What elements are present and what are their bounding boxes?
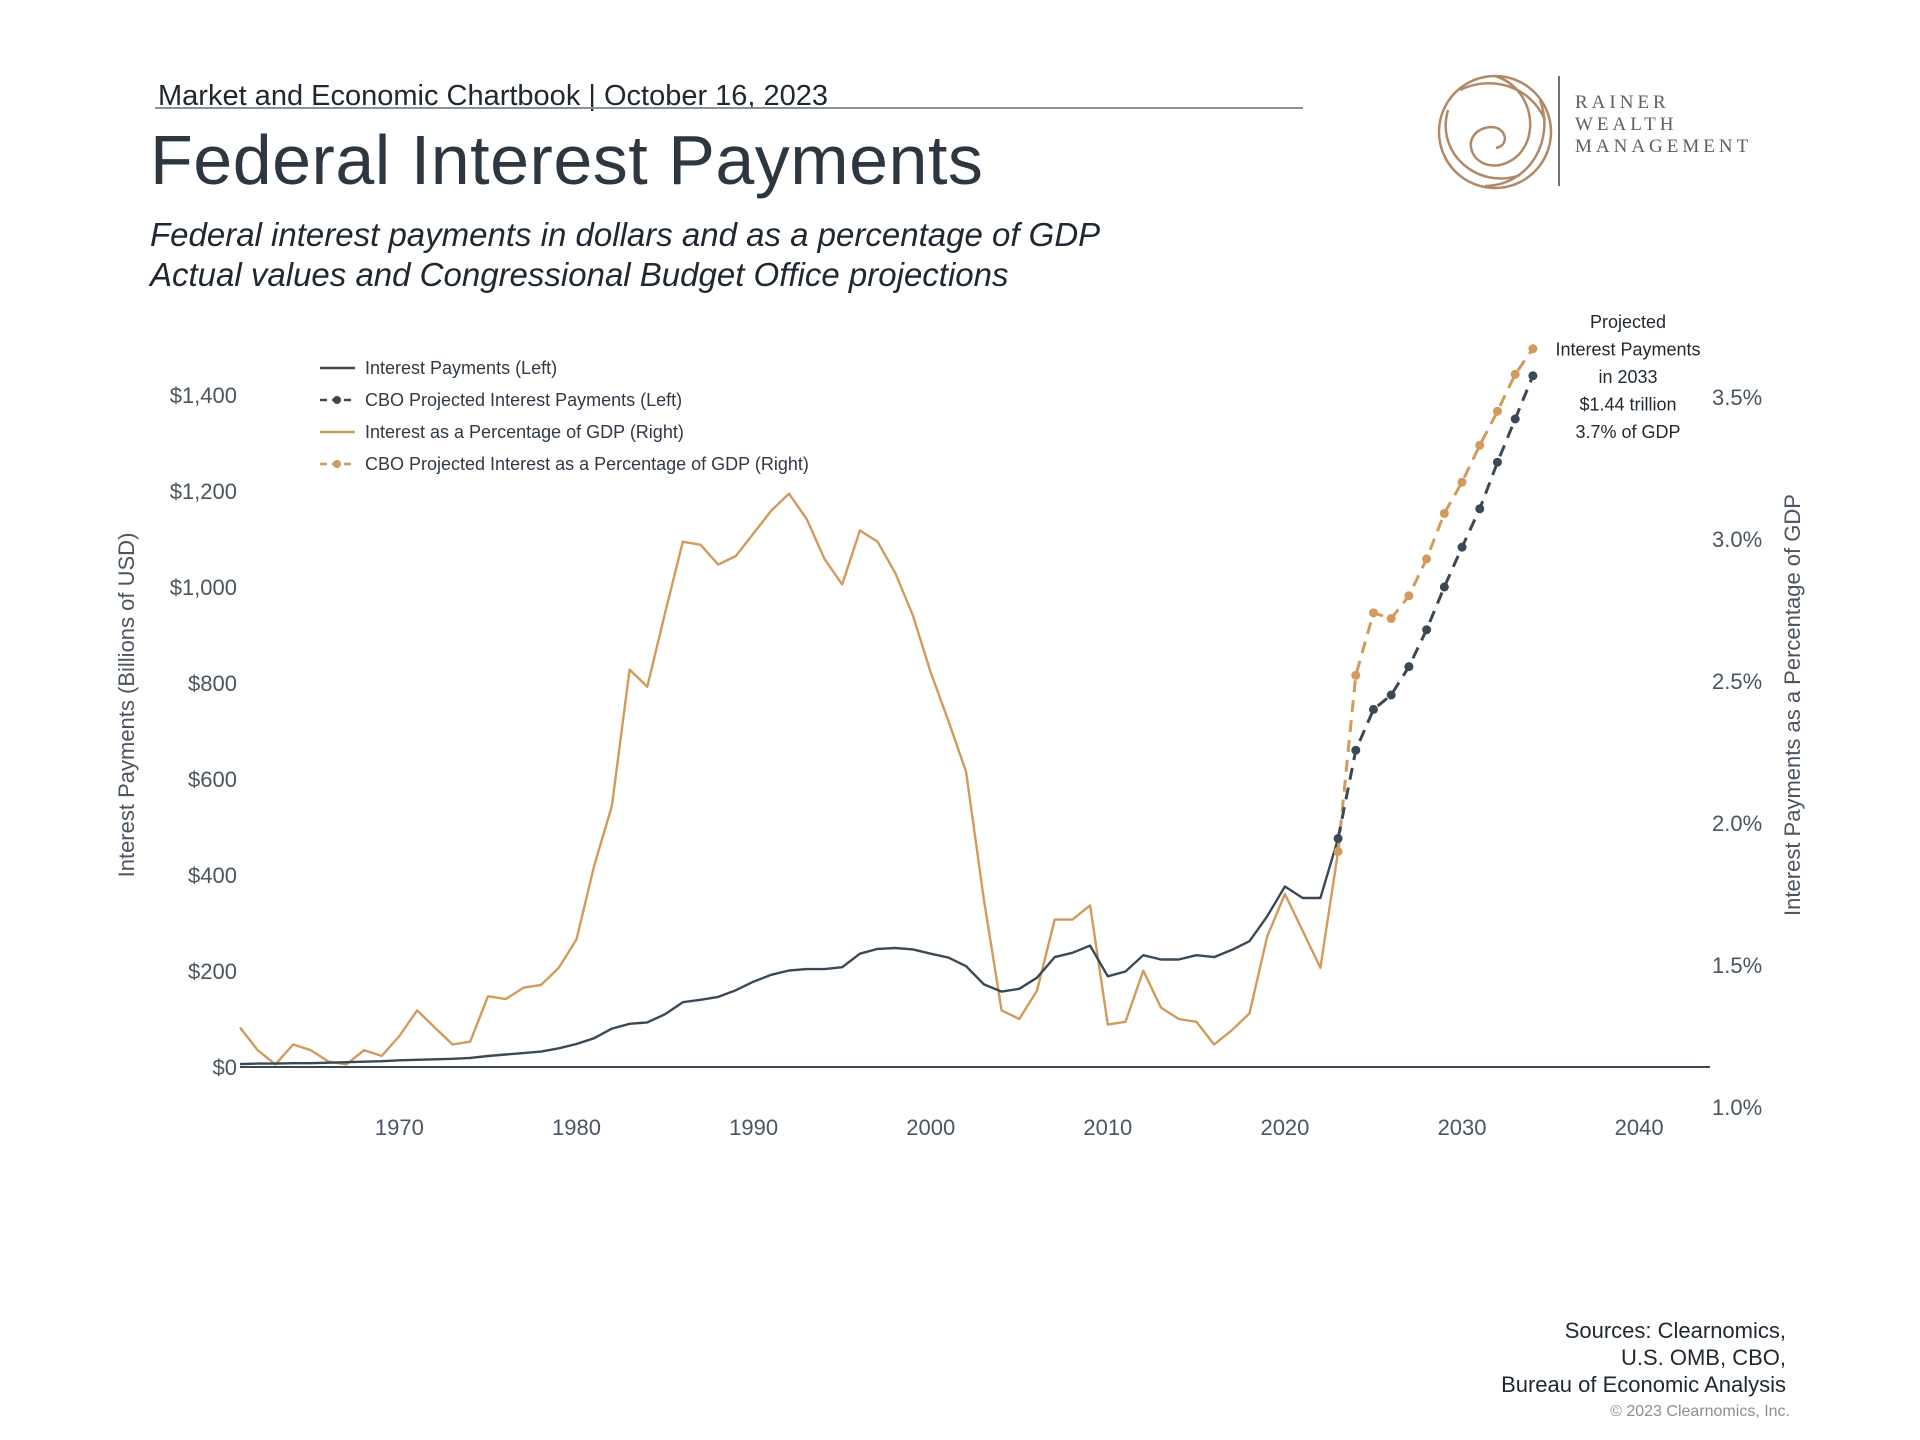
y-right-tick-label: 3.0% — [1712, 527, 1762, 552]
legend-marker — [333, 460, 341, 468]
series-line-0 — [239, 838, 1340, 1066]
annotation-line: 3.7% of GDP — [1575, 422, 1680, 442]
legend-label: CBO Projected Interest as a Percentage o… — [365, 454, 809, 474]
y-left-tick-label: $1,000 — [170, 575, 237, 600]
annotation-line: Projected — [1590, 312, 1666, 332]
header-rule — [155, 107, 1303, 109]
y-left-tick-label: $200 — [188, 959, 237, 984]
y-right-tick-label: 2.0% — [1712, 811, 1762, 836]
projection-annotation: Projected Interest Payments in 2033 $1.44 t… — [1555, 312, 1700, 442]
series-point-3 — [1528, 344, 1538, 354]
logo-line-1: RAINER — [1575, 92, 1670, 113]
x-tick-label: 2020 — [1260, 1115, 1309, 1140]
sources: Sources: Clearnomics, U.S. OMB, CBO, Bur… — [1501, 1317, 1786, 1398]
x-tick-label: 2010 — [1083, 1115, 1132, 1140]
subtitle-line-1: Federal interest payments in dollars and… — [150, 216, 1101, 253]
x-tick-label: 1980 — [552, 1115, 601, 1140]
series-point-1 — [1386, 690, 1396, 700]
series-point-1 — [1333, 834, 1343, 844]
legend-label: Interest Payments (Left) — [365, 358, 557, 378]
series-point-1 — [1510, 414, 1520, 424]
sources-line-1: Sources: Clearnomics, — [1564, 1318, 1786, 1343]
axes-layer: 1970 1980 1990 2000 2010 2020 2030 2040 $0 $200 $4… — [114, 383, 1805, 1140]
y-right-tick-label: 2.5% — [1712, 669, 1762, 694]
y-right-axis-title: Interest Payments as a Percentage of GDP — [1780, 494, 1805, 916]
series-point-3 — [1492, 406, 1502, 416]
copyright: © 2023 Clearnomics, Inc. — [1610, 1403, 1790, 1420]
series-point-1 — [1475, 504, 1485, 514]
y-left-tick-label: $400 — [188, 863, 237, 888]
series-point-1 — [1492, 457, 1502, 467]
series-point-1 — [1528, 371, 1538, 381]
series-line-1 — [1336, 375, 1535, 839]
series-point-3 — [1457, 477, 1467, 487]
series-point-1 — [1368, 704, 1378, 714]
series-point-1 — [1404, 662, 1414, 672]
y-right-tick-label: 1.0% — [1712, 1095, 1762, 1120]
page-title: Federal Interest Payments — [150, 121, 984, 199]
series-point-1 — [1457, 542, 1467, 552]
series-point-1 — [1422, 625, 1432, 635]
chartbook-header: Market and Economic Chartbook | October … — [158, 80, 829, 112]
rainer-logo-icon — [1437, 74, 1553, 190]
y-left-tick-label: $0 — [213, 1055, 237, 1080]
x-tick-label: 1970 — [375, 1115, 424, 1140]
y-left-axis-title: Interest Payments (Billions of USD) — [114, 533, 139, 878]
logo-line-2: WEALTH — [1575, 114, 1678, 135]
series-line-2 — [239, 492, 1340, 1066]
annotation-line: $1.44 trillion — [1579, 395, 1676, 415]
legend: Interest Payments (Left) CBO Projected In… — [320, 358, 809, 474]
x-tick-label: 1990 — [729, 1115, 778, 1140]
subtitle-line-2: Actual values and Congressional Budget O… — [150, 256, 1009, 293]
x-tick-label: 2030 — [1438, 1115, 1487, 1140]
series-point-3 — [1422, 554, 1432, 564]
y-left-tick-label: $1,200 — [170, 479, 237, 504]
y-right-tick-label: 1.5% — [1712, 953, 1762, 978]
logo-wordmark: RAINER WEALTH MANAGEMENT — [1575, 92, 1752, 158]
sources-line-2: U.S. OMB, CBO, — [1620, 1345, 1786, 1370]
annotation-line: Interest Payments — [1555, 340, 1700, 360]
series-point-3 — [1386, 614, 1396, 624]
series-point-3 — [1510, 369, 1520, 379]
logo-divider — [1558, 76, 1560, 186]
y-left-tick-label: $1,400 — [170, 383, 237, 408]
series-point-3 — [1439, 508, 1449, 518]
series-point-3 — [1333, 846, 1343, 856]
series-point-3 — [1351, 670, 1361, 680]
legend-label: CBO Projected Interest Payments (Left) — [365, 390, 682, 410]
series-point-3 — [1404, 591, 1414, 601]
y-left-tick-label: $600 — [188, 767, 237, 792]
series-point-3 — [1368, 608, 1378, 618]
sources-line-3: Bureau of Economic Analysis — [1501, 1372, 1786, 1397]
logo-line-3: MANAGEMENT — [1575, 136, 1753, 157]
series-point-3 — [1475, 440, 1485, 450]
legend-label: Interest as a Percentage of GDP (Right) — [365, 422, 684, 442]
legend-marker — [333, 396, 341, 404]
series-layer — [239, 344, 1538, 1066]
x-tick-label: 2000 — [906, 1115, 955, 1140]
x-tick-label: 2040 — [1615, 1115, 1664, 1140]
y-right-tick-label: 3.5% — [1712, 385, 1762, 410]
annotation-line: in 2033 — [1598, 367, 1657, 387]
series-point-1 — [1439, 582, 1449, 592]
y-left-tick-label: $800 — [188, 671, 237, 696]
series-line-3 — [1336, 347, 1535, 852]
series-point-1 — [1351, 745, 1361, 755]
